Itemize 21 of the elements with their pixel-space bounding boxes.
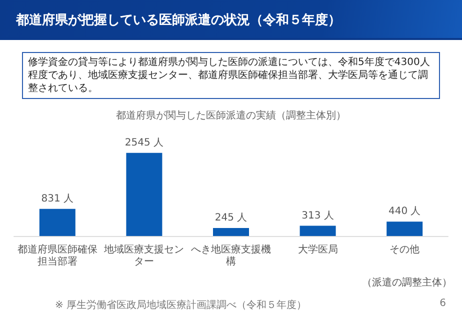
chart-subtitle: 都道府県が関与した医師派遣の実績（調整主体別） — [116, 110, 346, 122]
text: 修学資金の貸与等により都道府県が関与した医師の派遣については、令和5年度で4300人程度であり、地域医療支援センター、都道府県医師確保担当部署、大学医局等を通じて調整されている。 — [22, 52, 440, 99]
data-label: 313 人 — [302, 210, 334, 222]
x-tick-label: 地域医療支援センター — [103, 244, 184, 268]
x-tick-label: 都道府県医師確保担当部署 — [17, 244, 98, 268]
data-label: 2545 人 — [124, 137, 164, 148]
x-axis-title: （派遣の調整主体） — [362, 276, 452, 288]
bar — [39, 208, 76, 236]
x-tick-label: その他 — [390, 244, 420, 256]
chart-title: 都道府県が把握している医師派遣の状況（令和５年度） — [16, 12, 341, 29]
bar — [386, 222, 423, 236]
data-label: 245 人 — [214, 212, 248, 224]
text: 6 — [440, 298, 446, 309]
bar — [126, 152, 162, 236]
x-tick-label: 大学医局 — [298, 244, 338, 256]
data-label: 831 人 — [41, 193, 74, 204]
x-tick-label: へき地医療支援機構 — [191, 244, 271, 268]
data-label: 440 人 — [388, 206, 421, 218]
bar — [300, 226, 336, 236]
text: ※ 厚生労働省医政局地域医療計画課調べ（令和５年度） — [55, 298, 307, 312]
bar — [213, 228, 249, 236]
